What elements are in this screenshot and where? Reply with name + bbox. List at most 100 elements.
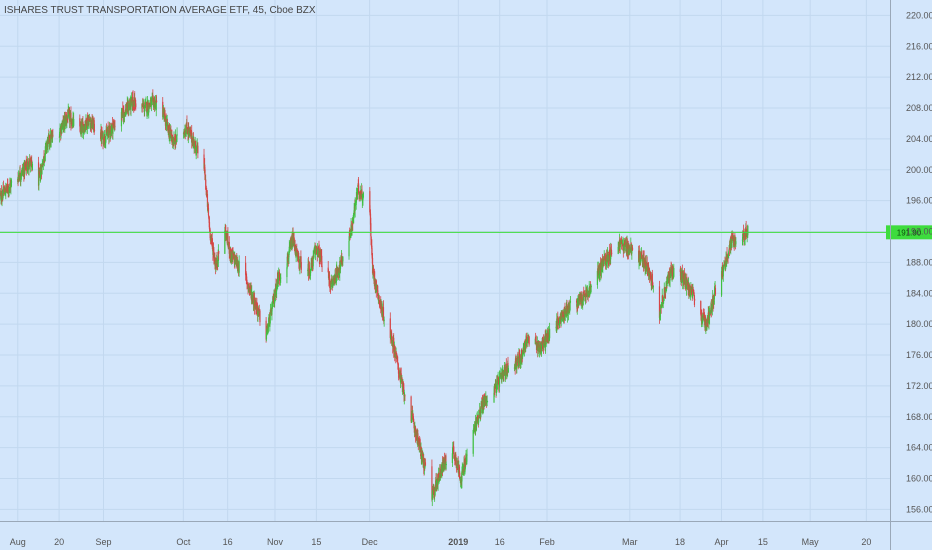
- candle-body[interactable]: [31, 160, 33, 167]
- candle-body[interactable]: [410, 396, 412, 422]
- candle-body[interactable]: [590, 286, 592, 288]
- candle-body[interactable]: [668, 271, 670, 275]
- candle-body[interactable]: [472, 429, 474, 454]
- candle-body[interactable]: [294, 244, 296, 254]
- candle-body[interactable]: [152, 97, 154, 100]
- candle-body[interactable]: [175, 135, 177, 143]
- candle-body[interactable]: [265, 333, 268, 340]
- candle-body[interactable]: [629, 251, 631, 253]
- candle-body[interactable]: [628, 244, 630, 255]
- candles[interactable]: [0, 89, 749, 507]
- candle-body[interactable]: [694, 298, 696, 301]
- candle-body[interactable]: [72, 119, 74, 124]
- candle-body[interactable]: [374, 271, 376, 284]
- candle-body[interactable]: [527, 334, 529, 341]
- candle-body[interactable]: [252, 295, 255, 305]
- candle-body[interactable]: [270, 308, 272, 314]
- candle-body[interactable]: [253, 300, 255, 305]
- candle-body[interactable]: [254, 305, 256, 309]
- candle-body[interactable]: [47, 138, 49, 147]
- candle-body[interactable]: [383, 319, 385, 322]
- candle-body[interactable]: [203, 154, 205, 169]
- candle-body[interactable]: [557, 318, 560, 322]
- candle-body[interactable]: [714, 289, 716, 295]
- candle-body[interactable]: [730, 238, 732, 249]
- candle-body[interactable]: [498, 376, 501, 387]
- candle-body[interactable]: [725, 265, 727, 269]
- candle-body[interactable]: [299, 259, 301, 268]
- candle-body[interactable]: [671, 268, 673, 278]
- candle-body[interactable]: [640, 254, 642, 261]
- candle-body[interactable]: [745, 225, 747, 238]
- candle-body[interactable]: [342, 256, 344, 262]
- candle-body[interactable]: [277, 276, 279, 283]
- candle-body[interactable]: [173, 138, 175, 145]
- candle-body[interactable]: [439, 466, 441, 475]
- candle-body[interactable]: [497, 377, 500, 382]
- candle-body[interactable]: [596, 270, 598, 286]
- candle-body[interactable]: [41, 164, 43, 175]
- candle-body[interactable]: [146, 102, 148, 113]
- candle-body[interactable]: [607, 251, 609, 262]
- candle-body[interactable]: [496, 380, 498, 392]
- candle-body[interactable]: [29, 160, 31, 166]
- candle-body[interactable]: [713, 292, 716, 300]
- candle-body[interactable]: [369, 191, 371, 213]
- candle-body[interactable]: [114, 125, 116, 127]
- candle-body[interactable]: [362, 192, 364, 198]
- candle-body[interactable]: [288, 246, 290, 253]
- candle-body[interactable]: [453, 455, 456, 459]
- candle-body[interactable]: [378, 300, 380, 302]
- candle-body[interactable]: [714, 288, 717, 295]
- candle-body[interactable]: [517, 359, 519, 367]
- candle-body[interactable]: [274, 297, 276, 304]
- candle-body[interactable]: [662, 297, 664, 303]
- candle-body[interactable]: [502, 372, 504, 376]
- candle-body[interactable]: [1, 197, 3, 201]
- candle-body[interactable]: [569, 301, 572, 303]
- candle-body[interactable]: [112, 126, 114, 134]
- candle-body[interactable]: [87, 120, 89, 125]
- candle-body[interactable]: [300, 261, 302, 270]
- candle-body[interactable]: [391, 332, 393, 344]
- candle-body[interactable]: [431, 466, 433, 500]
- candle-body[interactable]: [503, 367, 505, 374]
- candle-body[interactable]: [155, 99, 157, 111]
- candle-body[interactable]: [360, 190, 362, 196]
- candle-body[interactable]: [93, 129, 96, 131]
- candle-body[interactable]: [568, 305, 570, 311]
- candle-body[interactable]: [207, 207, 210, 216]
- candle-body[interactable]: [457, 460, 459, 468]
- candle-body[interactable]: [69, 116, 71, 122]
- candle-body[interactable]: [309, 271, 312, 276]
- candle-body[interactable]: [50, 136, 52, 143]
- candle-body[interactable]: [518, 354, 520, 366]
- candle-body[interactable]: [404, 395, 406, 397]
- candle-body[interactable]: [700, 301, 702, 315]
- candle-body[interactable]: [231, 251, 233, 260]
- candle-body[interactable]: [276, 287, 278, 292]
- candle-body[interactable]: [497, 379, 499, 384]
- candle-body[interactable]: [710, 312, 712, 314]
- candle-body[interactable]: [658, 286, 661, 318]
- candle-body[interactable]: [662, 302, 665, 304]
- candle-body[interactable]: [314, 248, 317, 255]
- candle-body[interactable]: [607, 251, 609, 254]
- candle-body[interactable]: [452, 446, 454, 455]
- candle-body[interactable]: [619, 244, 621, 248]
- candle-body[interactable]: [540, 351, 543, 354]
- candle-body[interactable]: [246, 276, 248, 280]
- candle-body[interactable]: [628, 244, 630, 249]
- candle-body[interactable]: [269, 313, 271, 324]
- candle-body[interactable]: [631, 247, 634, 250]
- candle-body[interactable]: [464, 469, 466, 473]
- candle-body[interactable]: [10, 181, 13, 183]
- candle-body[interactable]: [155, 100, 158, 103]
- candle-body[interactable]: [659, 309, 662, 314]
- candle-body[interactable]: [238, 261, 240, 273]
- candle-body[interactable]: [566, 306, 568, 316]
- candle-body[interactable]: [382, 311, 384, 317]
- candle-body[interactable]: [453, 453, 455, 455]
- candle-body[interactable]: [599, 271, 601, 276]
